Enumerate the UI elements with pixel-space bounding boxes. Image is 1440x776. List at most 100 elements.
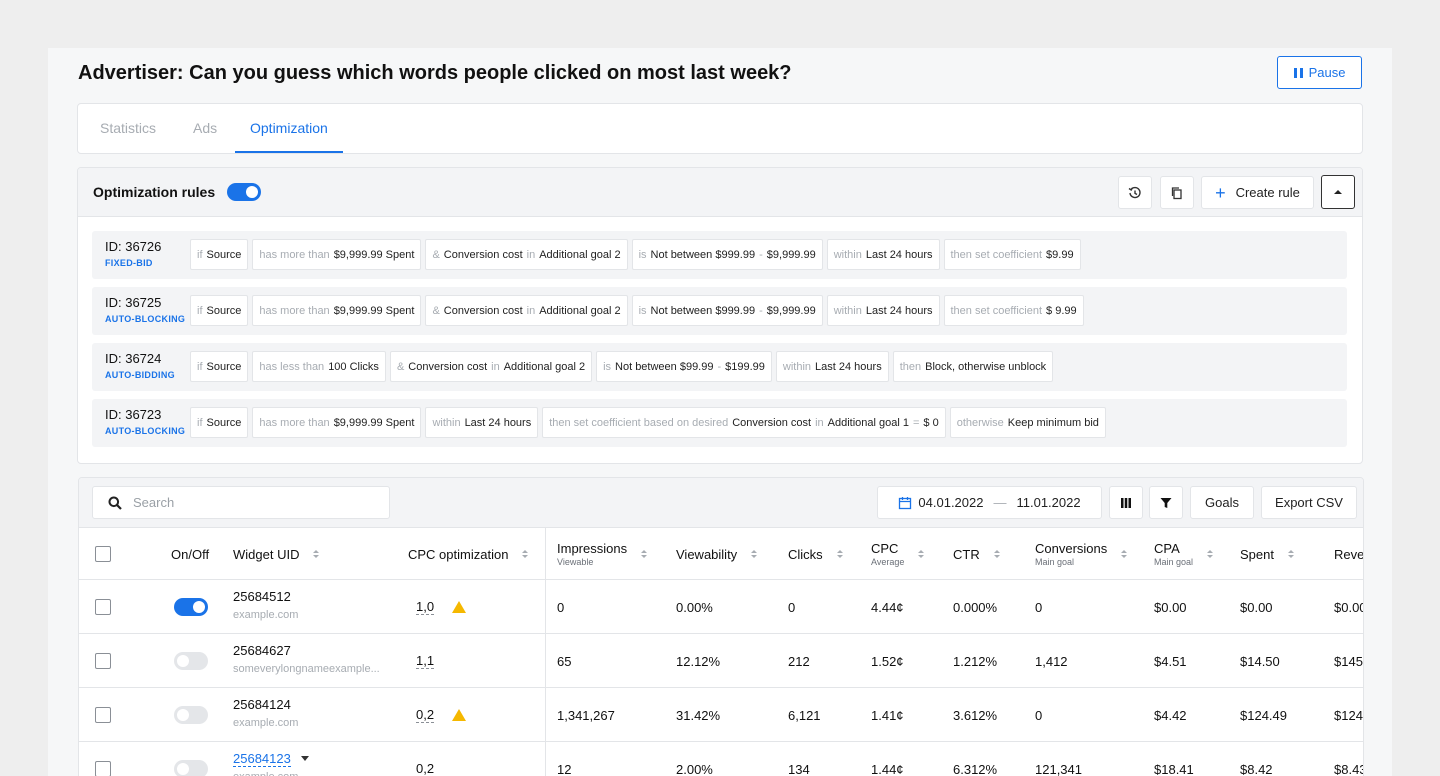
rule-condition-chip[interactable]: then Block, otherwise unblock xyxy=(892,351,1054,382)
rule-condition-chip[interactable]: within Last 24 hours xyxy=(775,351,889,382)
warning-icon xyxy=(452,709,467,721)
caret-down-icon[interactable] xyxy=(300,756,309,762)
rule-condition-chip[interactable]: has more than $9,999.99 Spent xyxy=(252,239,422,270)
rule-condition-chip[interactable]: if Source xyxy=(190,351,249,382)
cell-impr: 65 xyxy=(557,653,572,669)
column-header-cpcopt[interactable]: CPC optimization xyxy=(408,528,529,580)
row-checkbox[interactable] xyxy=(95,707,111,723)
condition-value: Source xyxy=(206,248,242,261)
row-toggle[interactable] xyxy=(174,598,208,616)
sort-icon xyxy=(1207,550,1214,558)
column-header-spent[interactable]: Spent xyxy=(1240,528,1294,580)
rule-condition-chip[interactable]: within Last 24 hours xyxy=(826,295,940,326)
row-checkbox[interactable] xyxy=(95,599,111,615)
cell-ctr: 6.312% xyxy=(953,761,998,776)
cpc-coefficient[interactable]: 1,1 xyxy=(416,652,435,669)
condition-value: Source xyxy=(206,416,242,429)
filter-button[interactable] xyxy=(1149,486,1183,519)
select-all-checkbox[interactable] xyxy=(95,546,111,562)
column-header-impr[interactable]: Impressions Viewable xyxy=(557,528,648,580)
history-icon xyxy=(1128,186,1141,198)
rule-condition-chip[interactable]: otherwise Keep minimum bid xyxy=(949,407,1106,438)
cell-cpc: 1.52¢ xyxy=(871,653,904,669)
rule-condition-chip[interactable]: is Not between $999.99- $9,999.99 xyxy=(631,239,823,270)
condition-value: Last 24 hours xyxy=(815,360,882,373)
condition-operator: in xyxy=(815,416,824,429)
rule-condition-chip[interactable]: then set coefficient $ 9.99 xyxy=(943,295,1084,326)
collapse-button[interactable] xyxy=(1321,175,1355,209)
condition-operator: in xyxy=(491,360,500,373)
condition-operator: & xyxy=(432,248,440,261)
cpc-coefficient[interactable]: 1,0 xyxy=(416,598,435,615)
rules-toggle[interactable] xyxy=(227,183,261,201)
export-csv-button[interactable]: Export CSV xyxy=(1261,486,1357,519)
widget-uid[interactable]: 25684123 xyxy=(233,751,291,767)
condition-value: $9,999.99 Spent xyxy=(333,248,415,261)
cell-cpc: 4.44¢ xyxy=(871,599,904,615)
rule-row[interactable]: ID: 36724 AUTO-BIDDING if Source has less th… xyxy=(92,343,1347,391)
cell-spent: $124.49 xyxy=(1240,707,1287,723)
search-input[interactable] xyxy=(133,487,383,518)
column-header-uid[interactable]: Widget UID xyxy=(233,528,320,580)
rule-condition-chip[interactable]: if Source xyxy=(190,295,249,326)
rule-condition-chip[interactable]: within Last 24 hours xyxy=(425,407,539,438)
rule-condition-chip[interactable]: if Source xyxy=(190,407,249,438)
condition-operator: if xyxy=(197,416,203,429)
condition-operator: = xyxy=(912,416,920,429)
column-header-cpc[interactable]: CPC Average xyxy=(871,528,925,580)
row-toggle[interactable] xyxy=(174,760,208,776)
rule-row[interactable]: ID: 36725 AUTO-BLOCKING if Source has more t… xyxy=(92,287,1347,335)
cell-view: 2.00% xyxy=(676,761,713,776)
cell-cpa: $4.42 xyxy=(1154,707,1187,723)
rule-type: AUTO-BLOCKING xyxy=(105,426,186,436)
column-header-cpa[interactable]: CPA Main goal xyxy=(1154,528,1214,580)
row-toggle[interactable] xyxy=(174,652,208,670)
tab-statistics[interactable]: Statistics xyxy=(100,120,157,136)
rule-condition-chip[interactable]: then set coefficient based on desired Con… xyxy=(542,407,946,438)
tab-bar: Statistics Ads Optimization xyxy=(77,103,1363,154)
cell-impr: 0 xyxy=(557,599,565,615)
row-checkbox[interactable] xyxy=(95,653,111,669)
cpc-coefficient[interactable]: 0,2 xyxy=(416,706,435,723)
condition-operator: if xyxy=(197,304,203,317)
condition-value: Conversion cost xyxy=(443,304,523,317)
cpc-optimization-cell: 1,1 xyxy=(416,634,435,688)
rule-row[interactable]: ID: 36726 FIXED-BID if Source has more than $… xyxy=(92,231,1347,279)
rule-condition-chip[interactable]: has more than $9,999.99 Spent xyxy=(252,407,422,438)
rule-condition-chip[interactable]: is Not between $999.99- $9,999.99 xyxy=(631,295,823,326)
goals-button[interactable]: Goals xyxy=(1190,486,1254,519)
column-header-conv[interactable]: Conversions Main goal xyxy=(1035,528,1128,580)
cell-conv: 1,412 xyxy=(1035,653,1068,669)
rule-condition-chip[interactable]: has less than 100 Clicks xyxy=(252,351,386,382)
tab-optimization[interactable]: Optimization xyxy=(235,104,343,153)
column-divider xyxy=(545,528,546,776)
history-button[interactable] xyxy=(1118,176,1152,209)
date-range-picker[interactable]: 04.01.2022 — 11.01.2022 xyxy=(877,486,1102,519)
rule-condition-chip[interactable]: & Conversion cost in Additional goal 2 xyxy=(425,239,628,270)
rule-condition-chip[interactable]: within Last 24 hours xyxy=(826,239,940,270)
row-toggle[interactable] xyxy=(174,706,208,724)
column-header-view[interactable]: Viewability xyxy=(676,528,758,580)
rule-condition-chip[interactable]: is Not between $99.99- $199.99 xyxy=(596,351,772,382)
rule-condition-chip[interactable]: if Source xyxy=(190,239,249,270)
condition-operator: & xyxy=(396,360,405,373)
rule-condition-chip[interactable]: & Conversion cost in Additional goal 2 xyxy=(389,351,593,382)
rule-condition-chip[interactable]: then set coefficient $9.99 xyxy=(943,239,1081,270)
rule-condition-chip[interactable]: has more than $9,999.99 Spent xyxy=(252,295,422,326)
create-rule-button[interactable]: + Create rule xyxy=(1201,176,1314,209)
cell-clicks: 212 xyxy=(788,653,810,669)
cpc-coefficient[interactable]: 0,2 xyxy=(416,760,435,776)
rule-row[interactable]: ID: 36723 AUTO-BLOCKING if Source has more t… xyxy=(92,399,1347,447)
columns-button[interactable] xyxy=(1109,486,1143,519)
column-header-clicks[interactable]: Clicks xyxy=(788,528,843,580)
widget-uid-cell: 25684123 example.com xyxy=(233,750,309,776)
condition-operator: & xyxy=(432,304,440,317)
copy-button[interactable] xyxy=(1160,176,1194,209)
pause-button[interactable]: Pause xyxy=(1277,56,1362,89)
rule-condition-chip[interactable]: & Conversion cost in Additional goal 2 xyxy=(425,295,628,326)
column-label: CTR xyxy=(953,546,980,562)
column-header-ctr[interactable]: CTR xyxy=(953,528,1000,580)
row-checkbox[interactable] xyxy=(95,761,111,776)
table-header: On/Off Widget UID CPC optimization Impressi… xyxy=(79,528,1363,580)
tab-ads[interactable]: Ads xyxy=(193,120,218,136)
